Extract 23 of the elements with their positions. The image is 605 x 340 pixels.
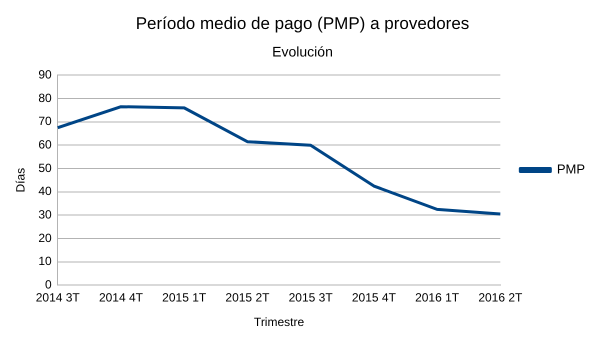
x-tick-label: 2016 1T — [415, 290, 460, 305]
y-axis-title: Días — [14, 168, 28, 193]
y-tick-label: 90 — [38, 68, 52, 82]
x-tick-label: 2016 2T — [478, 290, 524, 305]
y-tick-label: 30 — [38, 208, 52, 222]
y-tick-label: 10 — [38, 254, 52, 268]
y-tick-label: 80 — [38, 90, 52, 105]
x-axis-title: Trimestre — [254, 315, 304, 330]
y-tick-label: 40 — [38, 184, 52, 198]
x-tick-label: 2014 3T — [36, 290, 80, 305]
y-tick-label: 60 — [38, 138, 52, 152]
x-tick-label: 2015 2T — [225, 290, 270, 305]
legend-label: PMP — [556, 162, 585, 177]
chart-subtitle: Evolución — [272, 44, 333, 60]
y-tick-label: 50 — [38, 160, 52, 175]
x-tick-label: 2014 4T — [98, 290, 144, 305]
x-tick-label: 2015 3T — [288, 290, 334, 305]
x-tick-label: 2015 4T — [352, 290, 397, 305]
chart-title: Período medio de pago (PMP) a provedores — [136, 14, 470, 33]
y-tick-label: 20 — [38, 230, 52, 245]
x-tick-label: 2015 1T — [162, 290, 207, 305]
y-tick-label: 70 — [38, 114, 52, 128]
y-tick-label: 0 — [45, 278, 52, 292]
